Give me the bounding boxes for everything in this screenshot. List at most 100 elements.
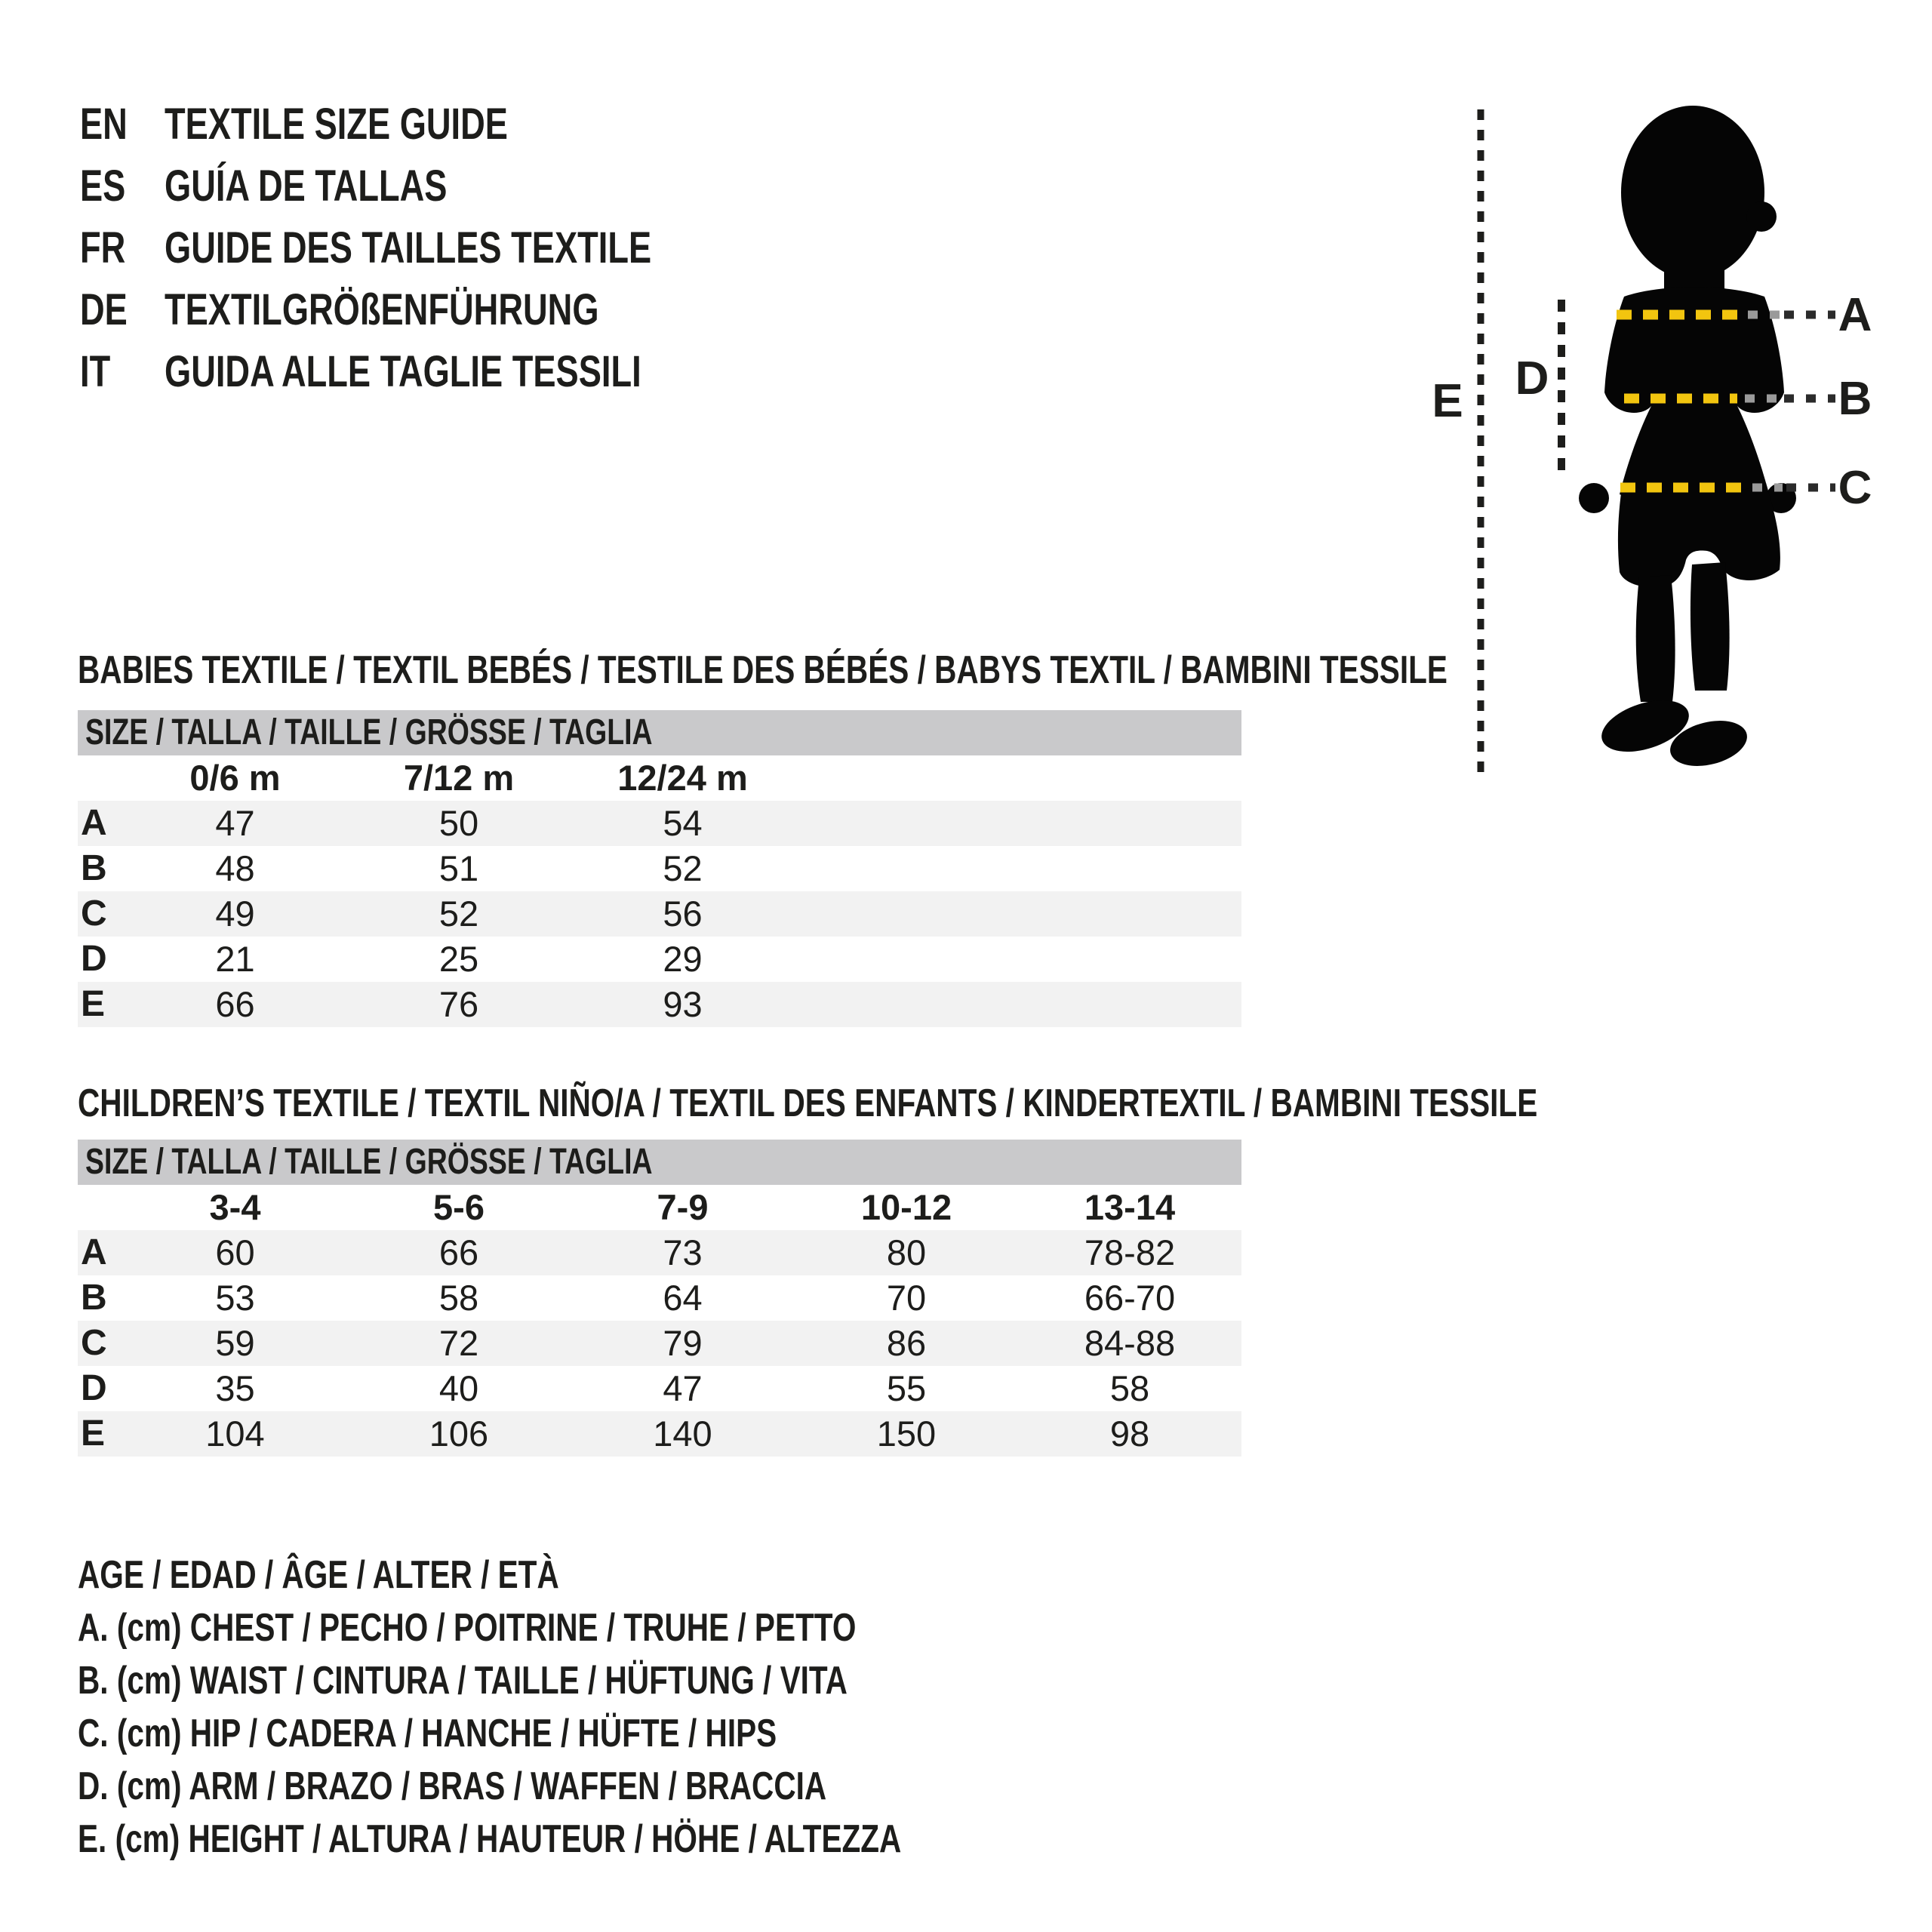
- table-value: 47: [215, 803, 255, 843]
- left-shoe-shape: [1601, 700, 1689, 752]
- column-header: 10-12: [860, 1187, 952, 1227]
- language-code: FR: [80, 223, 126, 272]
- table-value: 106: [429, 1414, 489, 1454]
- babies-section-heading: BABIES TEXTILE / TEXTIL BEBÉS / TESTILE …: [78, 649, 1834, 691]
- table-value: 76: [438, 984, 479, 1024]
- table-value: 55: [886, 1368, 927, 1408]
- table-value: 53: [215, 1278, 255, 1318]
- table-value: 66: [215, 984, 255, 1024]
- language-code: IT: [80, 347, 111, 396]
- figure-label-waist: B: [1838, 373, 1872, 425]
- table-value: 140: [653, 1414, 712, 1454]
- left-leg-shape: [1635, 575, 1675, 702]
- table-value: 50: [438, 803, 479, 843]
- measurement-legend: AGE / EDAD / ÂGE / ALTER / ETÀ A. (cm) C…: [78, 1549, 1134, 1866]
- table-row: A 47 50 54: [78, 801, 1241, 846]
- table-value: 86: [886, 1323, 927, 1363]
- row-label: C: [81, 1323, 107, 1363]
- table-row: D 35 40 47 55 58: [78, 1366, 1241, 1411]
- babies-size-table: SIZE / TALLA / TAILLE / GRÖSSE / TAGLIA …: [78, 710, 1241, 1027]
- guide-title: TEXTILGRÖßENFÜHRUNG: [165, 285, 599, 334]
- table-value: 84-88: [1084, 1323, 1176, 1363]
- guide-title: GUIDE DES TAILLES TEXTILE: [165, 223, 652, 272]
- legend-text: B. (cm) WAIST / CINTURA / TAILLE / HÜFTU…: [78, 1659, 848, 1703]
- table-value: 56: [663, 894, 703, 934]
- guide-title: GUÍA DE TALLAS: [165, 162, 448, 211]
- row-label: E: [81, 1414, 106, 1454]
- table-value: 51: [438, 848, 479, 888]
- column-header: 13-14: [1084, 1187, 1176, 1227]
- legend-text: C. (cm) HIP / CADERA / HANCHE / HÜFTE / …: [78, 1712, 777, 1755]
- table-value: 25: [438, 939, 479, 979]
- table-value: 64: [663, 1278, 703, 1318]
- left-hand-shape: [1579, 483, 1609, 513]
- column-header: 5-6: [433, 1187, 485, 1227]
- row-label: D: [81, 939, 107, 979]
- row-label: D: [81, 1368, 107, 1408]
- table-value: 80: [886, 1232, 927, 1272]
- table-row: E 104 106 140 150 98: [78, 1411, 1241, 1457]
- column-header: 0/6 m: [189, 758, 281, 798]
- size-header-text: SIZE / TALLA / TAILLE / GRÖSSE / TAGLIA: [85, 712, 653, 752]
- column-header: 7/12 m: [403, 758, 515, 798]
- language-code: ES: [80, 162, 126, 211]
- column-header: 7-9: [657, 1187, 709, 1227]
- shorts-shape: [1617, 483, 1780, 587]
- table-row: A 60 66 73 80 78-82: [78, 1230, 1241, 1275]
- table-value: 35: [215, 1368, 255, 1408]
- figure-label-arm: D: [1515, 352, 1549, 405]
- legend-line-waist: B. (cm) WAIST / CINTURA / TAILLE / HÜFTU…: [78, 1654, 1134, 1707]
- figure-label-height: E: [1432, 375, 1463, 427]
- legend-text: D. (cm) ARM / BRAZO / BRAS / WAFFEN / BR…: [78, 1764, 827, 1808]
- right-leg-shape: [1690, 562, 1730, 691]
- measurement-figure: A B C D E: [1419, 45, 1932, 830]
- table-value: 66: [438, 1232, 479, 1272]
- column-header: 12/24 m: [617, 758, 748, 798]
- table-value: 49: [215, 894, 255, 934]
- table-value: 47: [663, 1368, 703, 1408]
- table-value: 70: [886, 1278, 927, 1318]
- size-header-bar: SIZE / TALLA / TAILLE / GRÖSSE / TAGLIA: [78, 1140, 1241, 1185]
- table-value: 60: [215, 1232, 255, 1272]
- column-header: 3-4: [209, 1187, 261, 1227]
- legend-line-height: E. (cm) HEIGHT / ALTURA / HAUTEUR / HÖHE…: [78, 1813, 1134, 1866]
- size-header-bar: SIZE / TALLA / TAILLE / GRÖSSE / TAGLIA: [78, 710, 1241, 755]
- row-label: A: [81, 1232, 107, 1272]
- guide-title: GUIDA ALLE TAGLIE TESSILI: [165, 347, 641, 396]
- child-silhouette: [1579, 106, 1796, 766]
- table-value: 58: [1109, 1368, 1150, 1408]
- row-label: B: [81, 848, 107, 888]
- table-value: 98: [1109, 1414, 1150, 1454]
- children-section-heading-text: CHILDREN’S TEXTILE / TEXTIL NIÑO/A / TEX…: [78, 1081, 1538, 1125]
- legend-text: AGE / EDAD / ÂGE / ALTER / ETÀ: [78, 1553, 559, 1597]
- right-shoe-shape: [1670, 721, 1747, 766]
- row-label: C: [81, 894, 107, 934]
- table-value: 59: [215, 1323, 255, 1363]
- table-row: B 53 58 64 70 66-70: [78, 1275, 1241, 1321]
- table-row: E 66 76 93: [78, 982, 1241, 1027]
- language-code: DE: [80, 285, 128, 334]
- table-row: C 49 52 56: [78, 891, 1241, 937]
- table-value: 104: [205, 1414, 265, 1454]
- figure-label-chest: A: [1838, 289, 1872, 341]
- ear-shape: [1746, 202, 1777, 232]
- legend-text: A. (cm) CHEST / PECHO / POITRINE / TRUHE…: [78, 1606, 857, 1650]
- babies-section-heading-text: BABIES TEXTILE / TEXTIL BEBÉS / TESTILE …: [78, 648, 1447, 692]
- table-value: 79: [663, 1323, 703, 1363]
- table-value: 40: [438, 1368, 479, 1408]
- legend-line-age: AGE / EDAD / ÂGE / ALTER / ETÀ: [78, 1549, 1134, 1601]
- legend-text: E. (cm) HEIGHT / ALTURA / HAUTEUR / HÖHE…: [78, 1817, 902, 1861]
- language-code: EN: [80, 100, 128, 149]
- children-column-header-row: 3-4 5-6 7-9 10-12 13-14: [78, 1185, 1241, 1230]
- table-value: 73: [663, 1232, 703, 1272]
- table-value: 52: [663, 848, 703, 888]
- size-header-text: SIZE / TALLA / TAILLE / GRÖSSE / TAGLIA: [85, 1142, 653, 1182]
- table-row: D 21 25 29: [78, 937, 1241, 982]
- table-value: 78-82: [1084, 1232, 1176, 1272]
- table-value: 66-70: [1084, 1278, 1176, 1318]
- children-size-table: SIZE / TALLA / TAILLE / GRÖSSE / TAGLIA …: [78, 1140, 1241, 1457]
- table-value: 93: [663, 984, 703, 1024]
- table-value: 21: [215, 939, 255, 979]
- guide-title: TEXTILE SIZE GUIDE: [165, 100, 508, 149]
- table-value: 48: [215, 848, 255, 888]
